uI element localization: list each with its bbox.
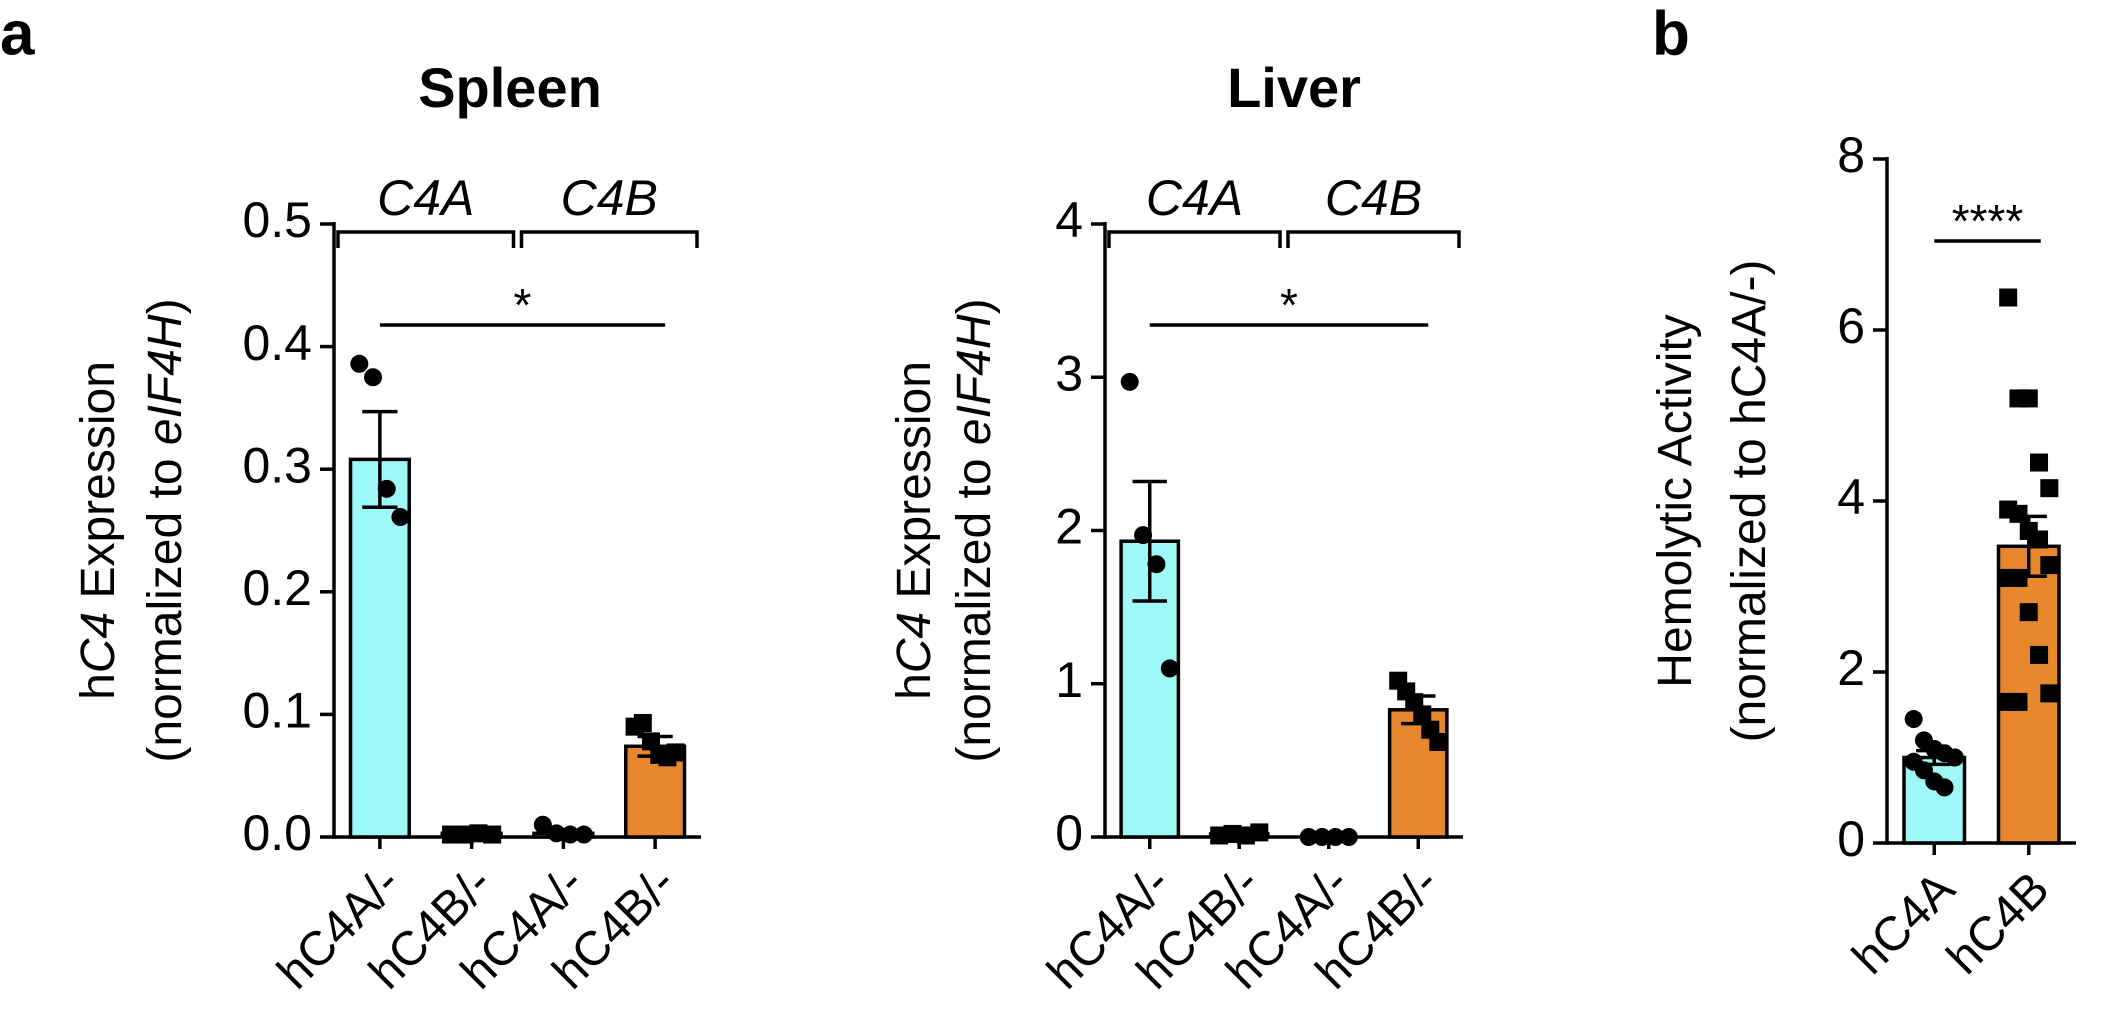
data-point bbox=[469, 824, 488, 843]
data-point bbox=[666, 743, 685, 762]
group-bracket bbox=[519, 230, 699, 248]
data-point bbox=[1904, 710, 1923, 729]
y-tick-label: 0.5 bbox=[242, 192, 312, 248]
x-tick-label: hC4A bbox=[1843, 862, 1965, 984]
y-tick-label: 6 bbox=[1837, 298, 1865, 354]
data-point bbox=[2040, 556, 2059, 575]
y-axis-label-part: ) bbox=[948, 298, 1001, 314]
y-axis-label-part: Expression bbox=[72, 361, 125, 612]
data-point bbox=[561, 825, 580, 844]
panel-label: a bbox=[0, 0, 35, 68]
data-point bbox=[2019, 603, 2038, 622]
data-point bbox=[1339, 828, 1358, 846]
data-point bbox=[442, 825, 461, 844]
data-point bbox=[2040, 479, 2059, 498]
significance-label: * bbox=[1280, 279, 1298, 331]
data-point bbox=[2030, 645, 2049, 664]
group-label: C4B bbox=[1325, 170, 1422, 226]
y-tick-label: 4 bbox=[1837, 469, 1865, 525]
data-point bbox=[2009, 692, 2028, 711]
data-point bbox=[455, 825, 474, 844]
data-point bbox=[483, 825, 502, 844]
panel-label: b bbox=[1652, 0, 1690, 68]
group-label: C4A bbox=[1146, 170, 1243, 226]
y-axis-label-part: C4 bbox=[72, 612, 125, 673]
y-axis-label-part: ) bbox=[139, 298, 192, 314]
y-tick-label: 2 bbox=[1837, 640, 1865, 696]
y-axis-label-part: h bbox=[888, 673, 941, 700]
data-point bbox=[547, 824, 566, 843]
y-tick-label: 8 bbox=[1837, 127, 1865, 183]
data-point bbox=[1299, 828, 1318, 846]
chart-title: Spleen bbox=[418, 56, 602, 119]
y-axis-label-part: h bbox=[72, 673, 125, 700]
data-point bbox=[2030, 453, 2049, 472]
y-axis-label: (normalized to eIF4H) bbox=[139, 298, 192, 762]
data-point bbox=[2030, 530, 2049, 549]
data-point bbox=[377, 479, 396, 498]
data-point bbox=[1326, 828, 1345, 846]
data-point bbox=[1413, 705, 1432, 724]
significance-label: * bbox=[514, 279, 532, 331]
data-point bbox=[1120, 372, 1139, 391]
data-point bbox=[391, 508, 410, 527]
y-axis-label: (normalized to hC4A/-) bbox=[1723, 260, 1776, 743]
significance-label: **** bbox=[1952, 195, 2024, 247]
y-tick-label: 1 bbox=[1055, 652, 1083, 708]
y-axis-label: Hemolytic Activity bbox=[1649, 314, 1702, 687]
data-point bbox=[350, 354, 369, 373]
data-point bbox=[574, 825, 593, 844]
data-point bbox=[1935, 778, 1954, 797]
group-label: C4B bbox=[561, 170, 658, 226]
y-axis-label-part: (normalized to bbox=[139, 445, 192, 762]
y-axis-label-part: (normalized to bbox=[948, 445, 1001, 762]
group-bracket bbox=[336, 230, 516, 248]
data-point bbox=[1134, 526, 1153, 545]
y-tick-label: 0 bbox=[1837, 811, 1865, 867]
data-point bbox=[1250, 823, 1269, 842]
data-point bbox=[1999, 288, 2018, 307]
data-point bbox=[2009, 504, 2028, 523]
x-tick-label: hC4B bbox=[1937, 862, 2059, 984]
group-bracket bbox=[1107, 230, 1282, 248]
data-point bbox=[364, 368, 383, 387]
y-axis-label-part: eIF4H bbox=[139, 314, 192, 445]
data-point bbox=[1147, 555, 1166, 574]
y-axis-label-part: Hemolytic Activity bbox=[1649, 314, 1702, 687]
y-tick-label: 0.3 bbox=[242, 437, 312, 493]
y-tick-label: 0.4 bbox=[242, 315, 312, 371]
y-axis-label-part: C4 bbox=[888, 612, 941, 673]
group-bracket bbox=[1286, 230, 1461, 248]
data-point bbox=[1429, 732, 1448, 751]
data-point bbox=[2019, 389, 2038, 408]
y-tick-label: 0.1 bbox=[242, 683, 312, 739]
chart-title: Liver bbox=[1227, 56, 1361, 119]
data-point bbox=[1160, 659, 1179, 678]
y-axis-label: hC4 Expression bbox=[72, 361, 125, 700]
y-tick-label: 2 bbox=[1055, 499, 1083, 555]
y-tick-label: 4 bbox=[1055, 192, 1083, 248]
y-axis-label-part: eIF4H bbox=[948, 314, 1001, 445]
y-tick-label: 0 bbox=[1055, 805, 1083, 861]
data-point bbox=[2040, 684, 2059, 703]
bar bbox=[1902, 755, 1967, 845]
data-point bbox=[1313, 828, 1332, 846]
y-tick-label: 3 bbox=[1055, 345, 1083, 401]
y-axis-label-part: (normalized to hC4A/-) bbox=[1723, 260, 1776, 743]
data-point bbox=[533, 815, 552, 834]
group-label: C4A bbox=[377, 170, 474, 226]
y-axis-label-part: Expression bbox=[888, 361, 941, 612]
error-bar bbox=[1132, 479, 1167, 603]
data-point bbox=[633, 713, 652, 732]
y-axis-label: hC4 Expression bbox=[888, 361, 941, 700]
data-point bbox=[2009, 568, 2028, 587]
y-tick-label: 0.0 bbox=[242, 805, 312, 861]
data-point bbox=[1945, 748, 1964, 767]
y-axis-label: (normalized to eIF4H) bbox=[948, 298, 1001, 762]
y-tick-label: 0.2 bbox=[242, 560, 312, 616]
